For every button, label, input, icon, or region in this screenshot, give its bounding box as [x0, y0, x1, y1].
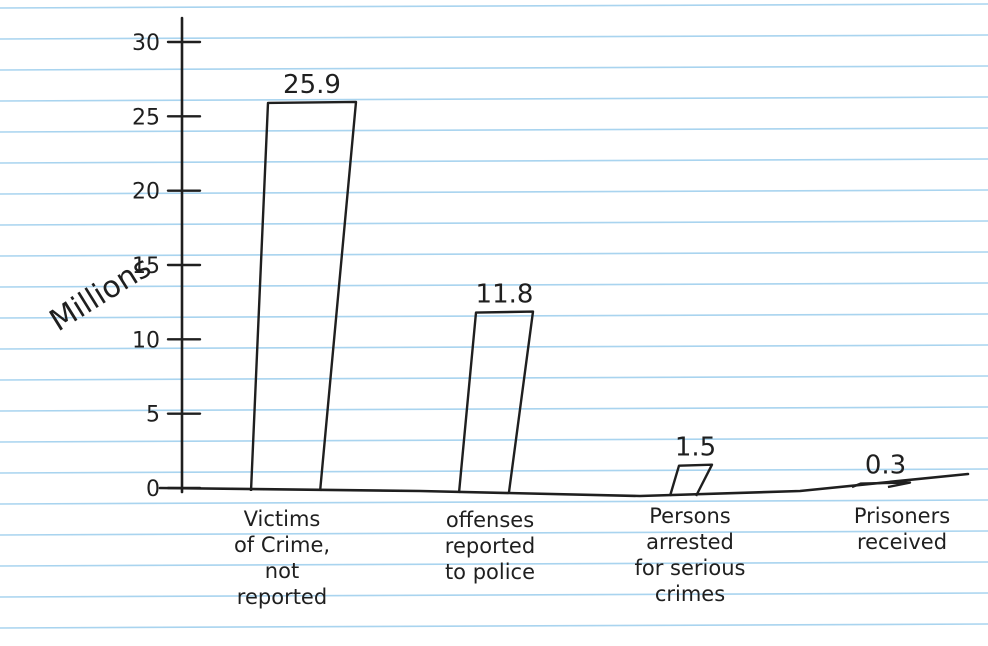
ruled-line — [0, 251, 988, 257]
category-label-1: Victims of Crime, not reported — [234, 507, 330, 609]
data-label-3: 1.5 — [675, 433, 716, 463]
ruled-line — [0, 3, 988, 9]
ruled-line — [0, 623, 988, 629]
y-tick-label: 10 — [132, 328, 160, 353]
ruled-line — [0, 65, 988, 71]
y-tick-label: 30 — [132, 31, 160, 56]
ruled-line — [0, 158, 988, 164]
ruled-line — [0, 406, 988, 412]
y-tick-label: 0 — [146, 477, 160, 502]
ruled-line — [0, 220, 988, 226]
y-tick-label: 5 — [146, 403, 160, 428]
category-label-2: offenses reported to police — [445, 508, 535, 584]
ruled-line — [0, 437, 988, 443]
ruled-line — [0, 592, 988, 598]
y-tick-label: 15 — [132, 254, 160, 279]
category-label-4: Prisoners received — [854, 504, 950, 554]
category-label-line: arrested — [646, 530, 734, 554]
bars — [249, 100, 912, 497]
category-label-line: crimes — [655, 582, 725, 606]
bar-1 — [249, 100, 358, 492]
ruled-line — [0, 530, 988, 536]
ruled-line — [0, 344, 988, 350]
category-label-3: Persons arrested for serious crimes — [635, 504, 746, 606]
category-label-line: Persons — [649, 504, 731, 528]
category-label-line: Prisoners — [854, 504, 950, 528]
data-label-1: 25.9 — [283, 70, 341, 100]
category-label-line: not — [265, 559, 299, 583]
category-label-line: of Crime, — [234, 533, 330, 557]
bar-4 — [851, 481, 912, 489]
ruled-line — [0, 96, 988, 102]
ruled-line — [0, 499, 988, 505]
ruled-line — [0, 561, 988, 567]
y-tick-label: 25 — [132, 105, 160, 130]
ruled-line — [0, 468, 988, 474]
category-label-line: reported — [445, 534, 535, 558]
ruled-line — [0, 127, 988, 133]
category-label-line: received — [857, 530, 947, 554]
ruled-line — [0, 189, 988, 195]
category-label-line: to police — [445, 560, 535, 584]
notebook-rules — [0, 3, 988, 629]
ruled-line — [0, 34, 988, 40]
bar-2 — [457, 310, 535, 494]
data-label-4: 0.3 — [865, 451, 906, 481]
data-label-2: 11.8 — [476, 280, 534, 310]
category-label-line: offenses — [446, 508, 534, 532]
ruled-line — [0, 282, 988, 288]
category-label-line: for serious — [635, 556, 746, 580]
y-tick-label: 20 — [132, 180, 160, 205]
axes: 0 5 10 15 20 25 30 — [132, 16, 970, 502]
bar-3 — [668, 463, 714, 497]
ruled-line — [0, 313, 988, 319]
x-axis-line — [158, 472, 970, 498]
category-label-line: Victims — [244, 507, 321, 531]
ruled-line — [0, 375, 988, 381]
category-label-line: reported — [237, 585, 327, 609]
